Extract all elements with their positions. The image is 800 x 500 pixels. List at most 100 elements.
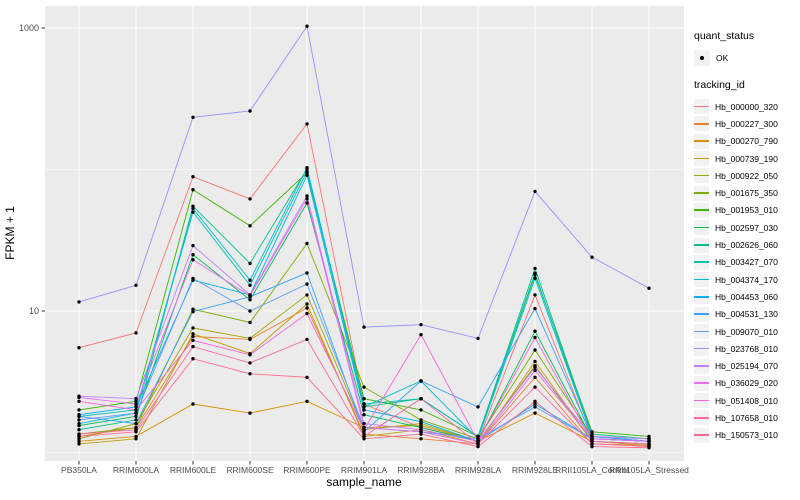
data-point xyxy=(590,255,594,259)
legend-item-Hb_025194_070: Hb_025194_070 xyxy=(694,357,800,374)
legend-line-icon xyxy=(694,347,709,350)
data-point xyxy=(647,446,651,450)
data-point xyxy=(533,335,537,340)
data-point xyxy=(362,428,366,432)
legend-item-ok-label: OK xyxy=(716,52,729,63)
y-axis-tick-label: 10 xyxy=(29,306,39,316)
legend-item-Hb_001675_350: Hb_001675_350 xyxy=(694,184,800,201)
data-point xyxy=(533,411,537,415)
data-point xyxy=(305,271,309,275)
data-point xyxy=(362,385,366,389)
data-point xyxy=(191,206,195,211)
data-point xyxy=(248,320,252,325)
data-point xyxy=(248,361,252,365)
legend-line-icon xyxy=(694,209,709,212)
data-point xyxy=(134,434,138,439)
data-point xyxy=(362,397,366,401)
data-point xyxy=(134,402,138,406)
data-point xyxy=(476,437,480,441)
data-point xyxy=(419,420,423,424)
data-point xyxy=(419,432,423,436)
data-point xyxy=(476,439,480,443)
legend-key-swatch xyxy=(694,254,709,270)
legend-line-icon xyxy=(694,399,709,402)
data-point xyxy=(77,428,81,432)
data-point xyxy=(134,421,138,426)
legend-item-Hb_000000_320: Hb_000000_320 xyxy=(694,98,800,115)
data-point xyxy=(305,282,309,286)
legend-item-ok: OK xyxy=(694,49,800,66)
data-point xyxy=(476,444,480,449)
legend-item-Hb_001953_010: Hb_001953_010 xyxy=(694,202,800,219)
data-point xyxy=(134,399,138,403)
data-point xyxy=(305,169,309,174)
legend-key-swatch xyxy=(694,185,709,201)
data-point xyxy=(305,122,309,126)
legend-key-swatch xyxy=(694,410,709,426)
legend-line-icon xyxy=(694,226,709,229)
legend-item-label: Hb_004374_170 xyxy=(715,274,778,285)
data-point xyxy=(362,402,366,406)
legend-item-label: Hb_025194_070 xyxy=(715,361,778,372)
legend-item-label: Hb_150573_010 xyxy=(715,430,778,441)
legend-item-Hb_003427_070: Hb_003427_070 xyxy=(694,254,800,271)
data-point xyxy=(533,293,537,297)
x-axis-tick-label: RRIM600PE xyxy=(283,465,331,475)
legend-item-label: Hb_009070_010 xyxy=(715,326,778,337)
data-point xyxy=(419,333,423,337)
data-point xyxy=(647,439,651,443)
data-point xyxy=(248,278,252,282)
legend-item-label: Hb_000227_300 xyxy=(715,118,778,129)
legend-item-Hb_150573_010: Hb_150573_010 xyxy=(694,427,800,444)
y-axis-tick-label: 1000 xyxy=(19,23,39,33)
data-point xyxy=(134,283,138,287)
data-point xyxy=(191,188,195,192)
data-point xyxy=(77,346,81,350)
data-point xyxy=(77,442,81,446)
legend-title-quant-status: quant_status xyxy=(694,30,755,42)
legend-item-Hb_000922_050: Hb_000922_050 xyxy=(694,167,800,184)
data-point xyxy=(77,439,81,443)
legend-key-swatch xyxy=(694,168,709,184)
data-point xyxy=(305,201,309,205)
data-point xyxy=(305,293,309,297)
legend-line-icon xyxy=(694,244,709,246)
x-axis-tick-label: RRIM600SE xyxy=(226,465,274,475)
data-point xyxy=(191,338,195,343)
legend-item-label: Hb_004531_130 xyxy=(715,309,778,320)
legend-key-swatch xyxy=(694,306,709,322)
legend-key-swatch xyxy=(694,272,709,288)
legend-item-label: Hb_000739_190 xyxy=(715,153,778,164)
legend-key-swatch xyxy=(694,116,709,132)
legend-line-icon xyxy=(694,192,709,194)
x-axis-tick-label: RRIM901LA xyxy=(341,465,388,475)
legend-line-icon xyxy=(694,140,709,142)
data-point xyxy=(191,332,195,336)
data-point xyxy=(134,397,138,401)
legend-title-tracking-id: tracking_id xyxy=(694,79,745,91)
x-axis-tick-label: RRIM928BA xyxy=(397,465,445,475)
legend-item-Hb_023768_010: Hb_023768_010 xyxy=(694,340,800,357)
data-point xyxy=(590,444,594,449)
data-point xyxy=(191,357,195,361)
legend-item-label: Hb_000922_050 xyxy=(715,170,778,181)
data-point xyxy=(134,405,138,409)
data-point xyxy=(134,418,138,422)
legend-line-icon xyxy=(694,434,709,436)
x-axis-tick-label: RRIM600LA xyxy=(113,465,160,475)
point-marker-icon xyxy=(700,55,704,60)
data-point xyxy=(191,326,195,330)
x-axis-tick-label: PB350LA xyxy=(61,465,97,475)
legend-line-icon xyxy=(694,261,709,263)
data-point xyxy=(77,421,81,426)
data-point xyxy=(305,197,309,201)
data-point xyxy=(191,258,195,262)
legend-key-swatch xyxy=(694,341,709,357)
data-point xyxy=(191,115,195,120)
data-point xyxy=(305,194,309,198)
data-point xyxy=(533,399,537,403)
data-point xyxy=(305,173,309,177)
data-point xyxy=(77,399,81,403)
data-point xyxy=(362,405,366,409)
legend-item-Hb_004374_170: Hb_004374_170 xyxy=(694,271,800,288)
